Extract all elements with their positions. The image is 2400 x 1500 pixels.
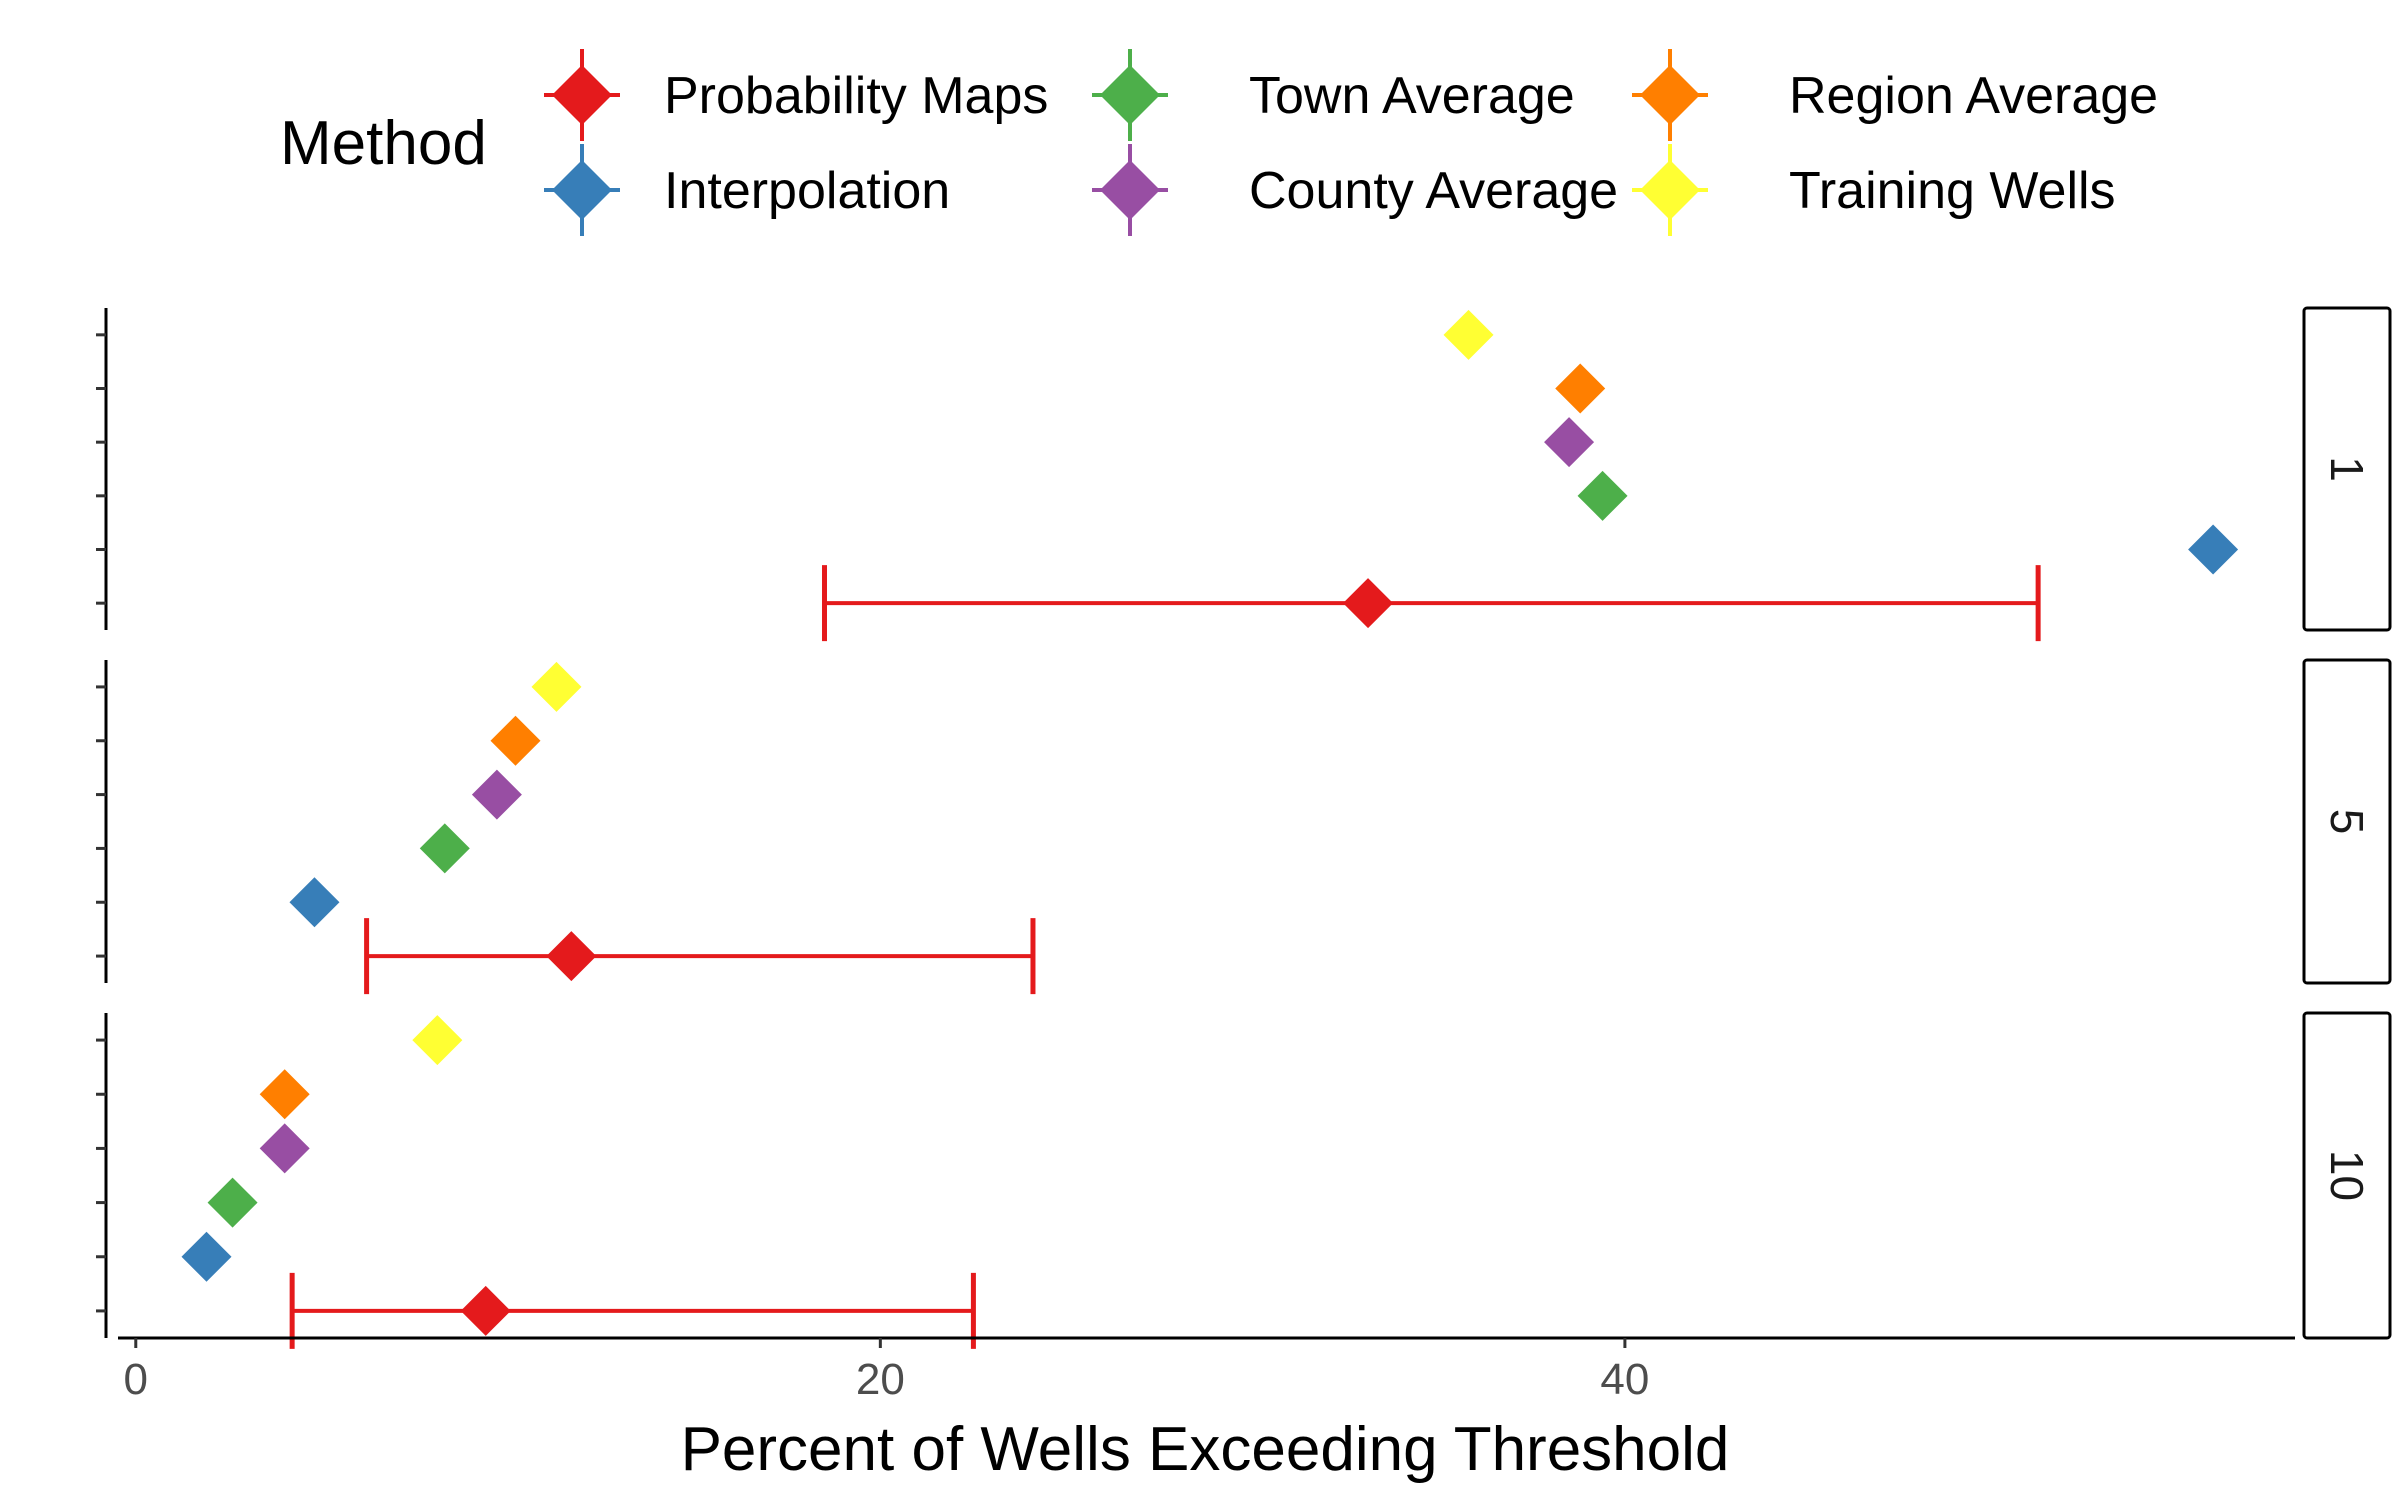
panel-1: 1 [96,306,2392,642]
point-training-wells-1 [1443,309,1494,360]
strip-1: 1 [2302,306,2392,632]
legend-item-training-wells: Training Wells [1632,144,2116,236]
point-training-wells-5 [531,661,582,712]
diamond-marker [460,1285,511,1336]
point-town-average-10 [207,1177,258,1228]
point-region-average-5 [490,715,541,766]
diamond-marker [259,1069,310,1120]
legend-key-region-average [1632,49,1708,141]
legend-label-interpolation: Interpolation [664,162,950,220]
strip-5: 5 [2302,658,2392,985]
point-probability-maps-1 [821,565,2041,642]
point-interpolation-1 [2188,524,2239,575]
panel-5: 5 [96,658,2392,995]
point-county-average-10 [259,1123,310,1174]
diamond-marker [181,1231,232,1282]
strip-label: 1 [2321,456,2373,482]
x-axis-title: Percent of Wells Exceeding Threshold [681,1415,1730,1484]
point-interpolation-5 [289,877,340,928]
diamond-marker [259,1123,310,1174]
legend: Method Probability Maps Interpolation Town… [280,49,2158,236]
diamond-marker [1577,470,1628,521]
diamond-marker [419,823,470,874]
x-tick-label: 0 [124,1355,148,1404]
legend-label-region-average: Region Average [1789,67,2158,125]
strip-10: 10 [2302,1011,2392,1340]
point-probability-maps-5 [364,918,1036,995]
legend-title: Method [280,109,487,178]
diamond-marker [471,769,522,820]
x-tick-label: 20 [856,1355,905,1404]
diamond-marker [207,1177,258,1228]
legend-label-training-wells: Training Wells [1789,162,2116,220]
point-county-average-5 [471,769,522,820]
diamond-marker [412,1015,463,1066]
point-town-average-1 [1577,470,1628,521]
legend-key-probability-maps [544,49,620,141]
x-tick-label: 40 [1600,1355,1649,1404]
legend-key-county-average [1092,144,1168,236]
point-training-wells-10 [412,1015,463,1066]
point-interpolation-10 [181,1231,232,1282]
diamond-marker [1343,578,1394,629]
diamond-marker [1544,417,1595,468]
strip-label: 5 [2321,809,2373,835]
point-probability-maps-10 [289,1272,976,1349]
diamond-marker [531,661,582,712]
legend-item-town-average: Town Average [1092,49,1575,141]
legend-item-region-average: Region Average [1632,49,2158,141]
legend-item-interpolation: Interpolation [544,144,950,236]
diamond-marker [2188,524,2239,575]
diamond-marker [546,931,597,982]
point-region-average-10 [259,1069,310,1120]
legend-key-town-average [1092,49,1168,141]
legend-item-county-average: County Average [1092,144,1618,236]
diamond-marker [1443,309,1494,360]
point-region-average-1 [1555,363,1606,414]
legend-label-town-average: Town Average [1249,67,1575,125]
legend-label-probability-maps: Probability Maps [664,67,1048,125]
point-town-average-5 [419,823,470,874]
legend-item-probability-maps: Probability Maps [544,49,1048,141]
point-county-average-1 [1544,417,1595,468]
strip-label: 10 [2321,1150,2373,1201]
legend-key-interpolation [544,144,620,236]
legend-label-county-average: County Average [1249,162,1618,220]
diamond-marker [1555,363,1606,414]
diamond-marker [289,877,340,928]
panel-10: 10 [96,1011,2392,1349]
diamond-marker [490,715,541,766]
x-axis: 0 20 40 [118,1336,2295,1404]
legend-key-training-wells [1632,144,1708,236]
